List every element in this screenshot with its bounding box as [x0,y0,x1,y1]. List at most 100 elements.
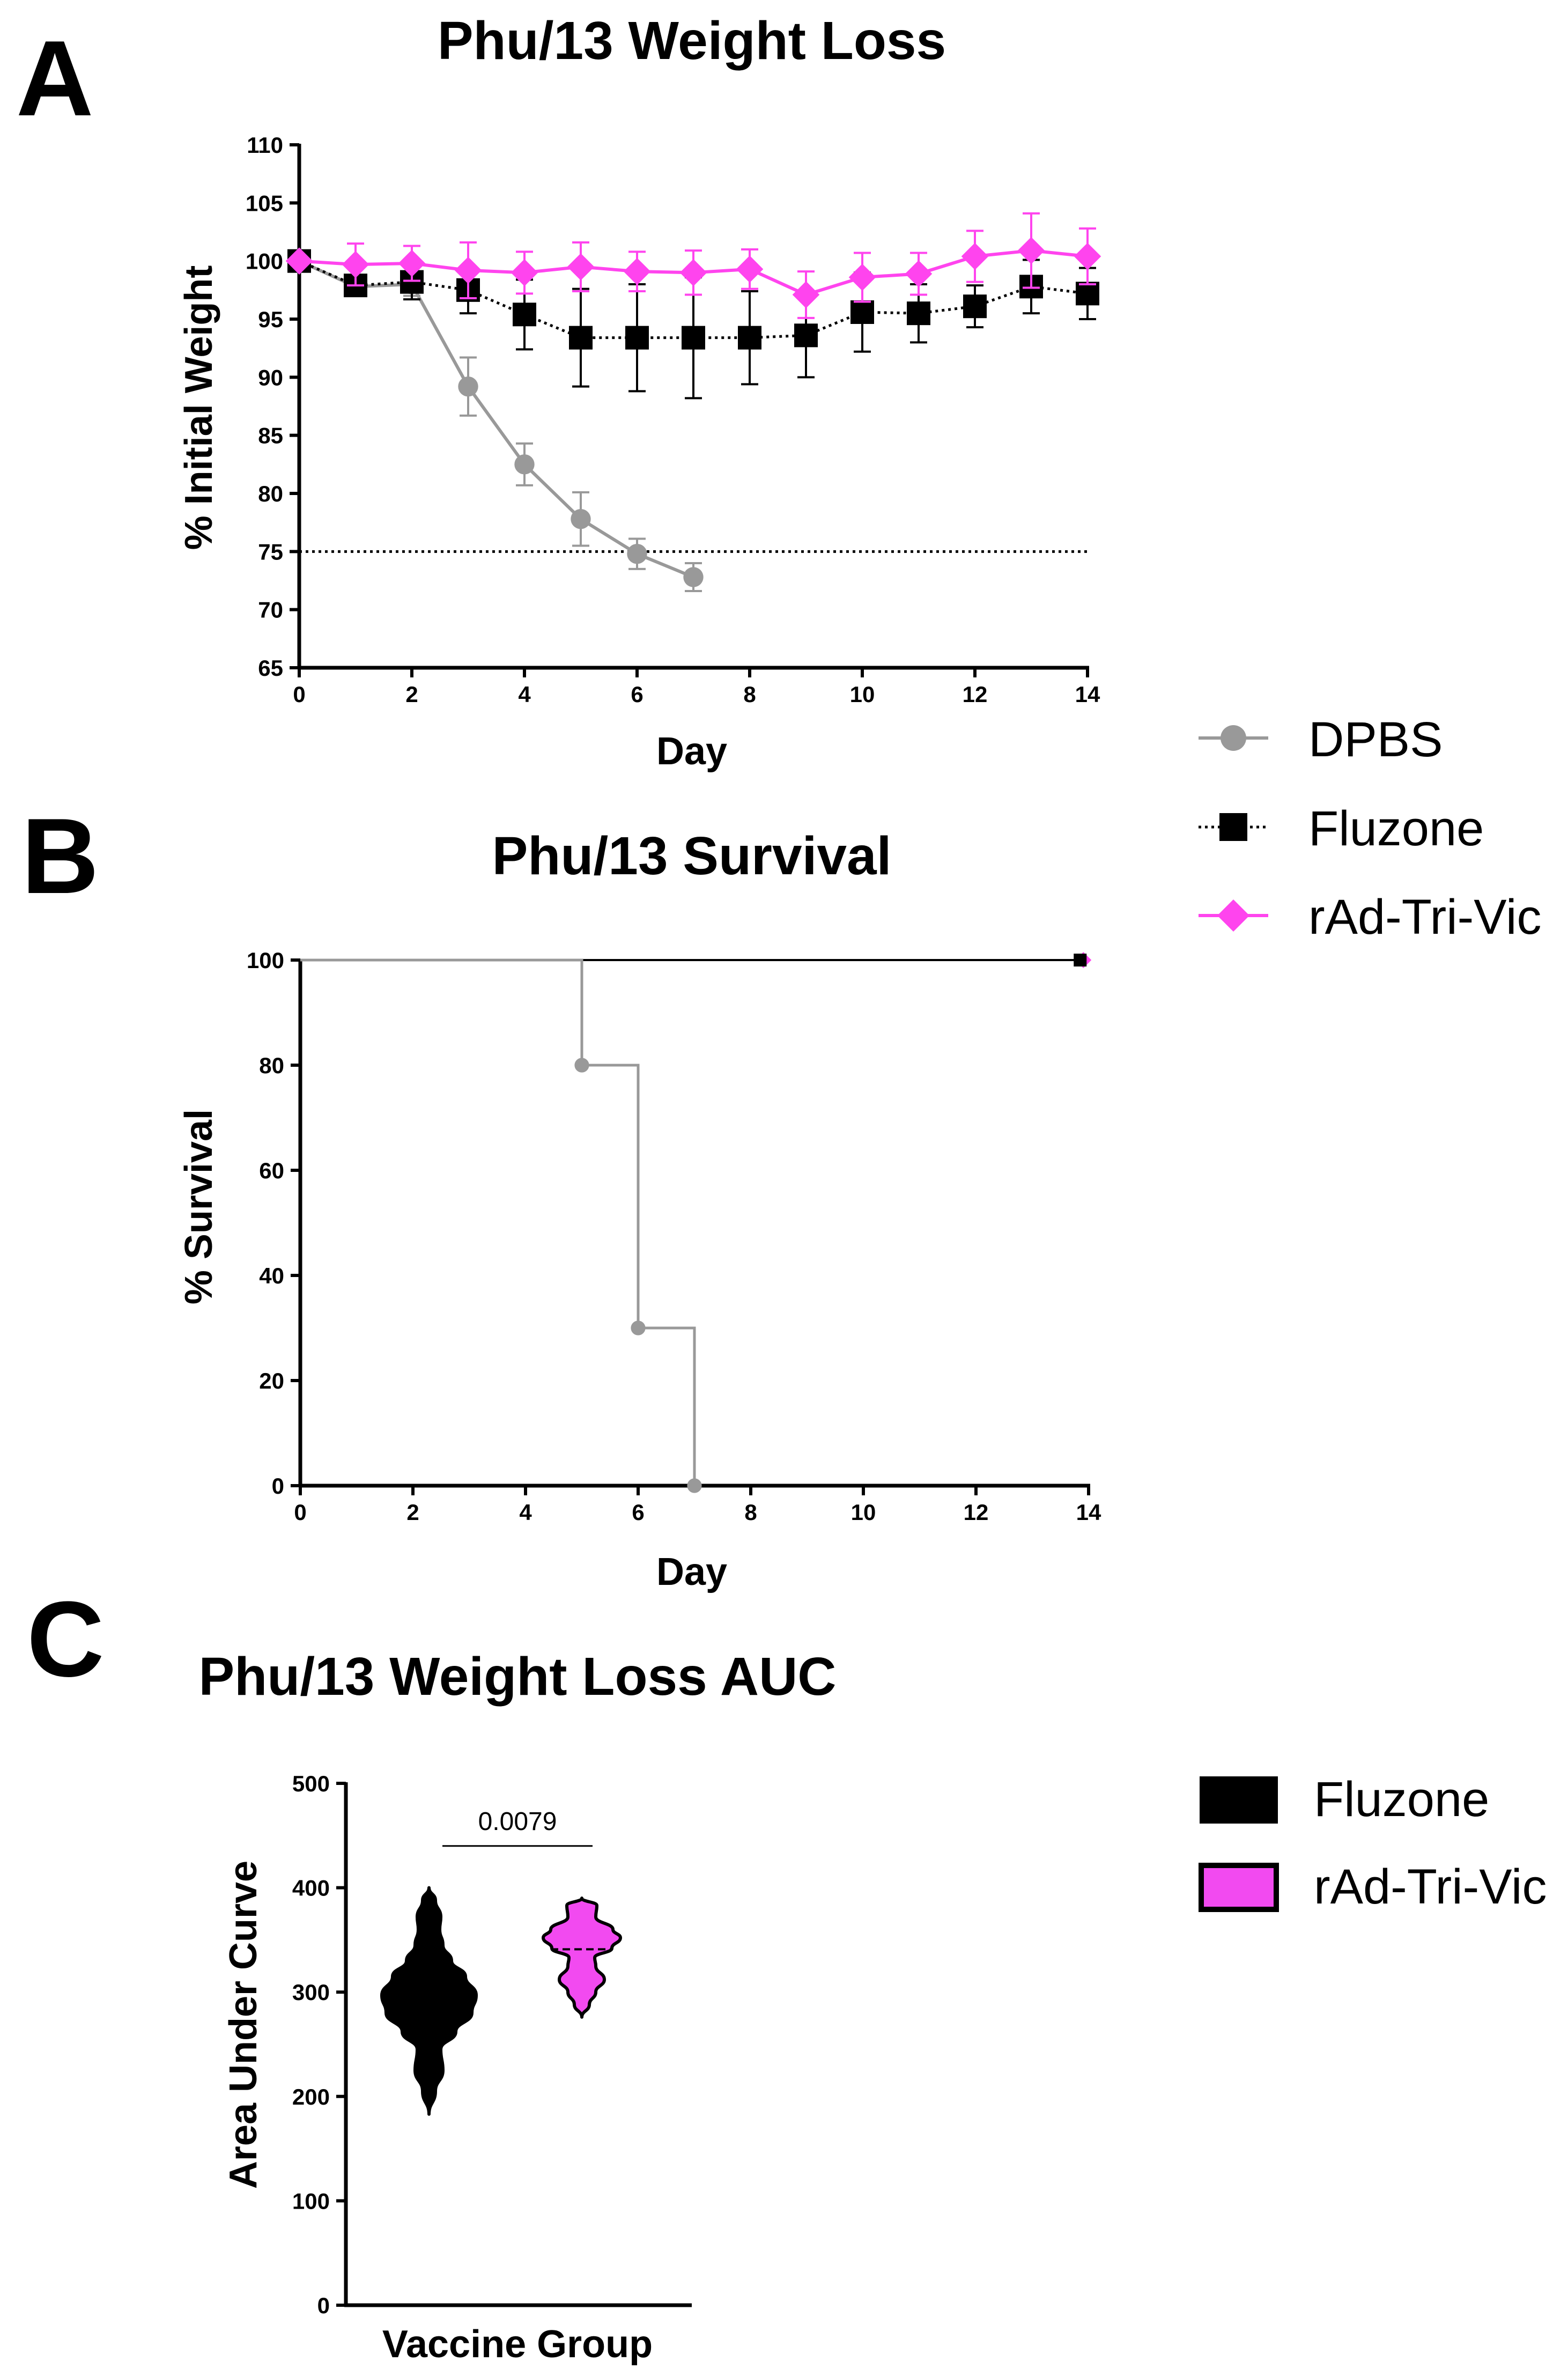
legend-swatch-fluzone [1200,1776,1278,1824]
legend-top: DPBS Fluzone rAd-Tri-Vic [1199,712,1541,945]
y-tick-label: 60 [259,1158,284,1183]
y-tick-label: 100 [246,249,283,274]
chart-c-ylabel: Area Under Curve [222,1861,265,2189]
data-point [514,454,535,475]
survival-point [687,1478,702,1493]
y-tick-label: 105 [246,190,283,216]
legend-item-dpbs: DPBS [1199,712,1443,767]
panel-letter-c: C [27,1580,104,1699]
data-point [1074,242,1101,270]
circle-marker-icon [1221,725,1246,751]
y-tick-label: 200 [292,2084,330,2109]
p-value-annotation: 0.0079 [478,1807,557,1836]
legend-label-fluzone-violin: Fluzone [1314,1772,1489,1827]
data-point [571,508,591,529]
x-tick-label: 12 [964,1500,989,1525]
data-point [342,250,369,278]
data-point [738,326,761,350]
x-tick-label: 8 [743,682,756,707]
panel-letter-b: B [21,796,99,916]
data-point [736,255,764,283]
x-tick-label: 6 [632,1500,644,1525]
data-point [907,301,930,326]
survival-dpbs [300,958,702,1493]
legend-swatch-rad-tri-vic [1199,1863,1279,1912]
survival-point [574,1058,589,1073]
chart-b-ylabel: % Survival [177,1109,220,1304]
x-tick-label: 10 [850,682,875,707]
y-tick-label: 300 [292,1980,330,2005]
legend-item-rad-tri-vic-violin: rAd-Tri-Vic [1199,1860,1547,1914]
y-tick-label: 20 [259,1368,284,1393]
legend-label-rad-tri-vic: rAd-Tri-Vic [1308,890,1541,945]
x-tick-label: 0 [293,682,305,707]
data-point [848,263,876,291]
data-point [569,326,593,350]
square-marker-icon [1219,813,1247,841]
x-tick-label: 4 [518,682,531,707]
data-point [1076,282,1099,306]
legend-item-fluzone-violin: Fluzone [1200,1772,1489,1827]
survival-point [631,1320,646,1335]
y-tick-label: 95 [258,307,283,332]
x-tick-label: 10 [851,1500,876,1525]
survival-step-line [300,958,696,1486]
data-point [850,300,874,324]
chart-a-xlabel: Day [656,730,727,773]
chart-a-plot: 0 2 4 6 8 10 12 14 65 70 75 80 85 90 95 100 105 110 [246,132,1101,707]
series-dpbs [289,250,704,592]
data-point [513,302,536,327]
data-point [511,259,538,286]
x-tick-label: 14 [1076,1500,1101,1525]
x-tick-label: 6 [631,682,643,707]
data-point [794,323,818,348]
series-line [298,259,694,579]
legend-label-rad-tri-vic-violin: rAd-Tri-Vic [1314,1860,1547,1914]
chart-c-title: Phu/13 Weight Loss AUC [198,1647,836,1707]
data-point [963,294,987,319]
series-line [299,260,1088,340]
data-point [679,259,707,286]
x-tick-label: 2 [406,1500,419,1525]
y-tick-label: 100 [292,2188,330,2213]
y-tick-label: 80 [258,481,283,506]
chart-c-xlabel: Vaccine Group [382,2323,653,2366]
legend-item-rad-tri-vic: rAd-Tri-Vic [1199,890,1541,945]
data-point [285,247,313,275]
y-tick-label: 75 [258,539,283,564]
x-tick-label: 8 [744,1500,757,1525]
data-point [961,242,989,270]
x-tick-label: 2 [405,682,418,707]
data-point [792,281,820,308]
violin-rad-tri-vic [542,1897,622,2019]
y-tick-label: 80 [259,1053,284,1078]
chart-c-plot: 0 100 200 300 400 500 0.0079 [292,1771,692,2318]
chart-a-title: Phu/13 Weight Loss [438,11,946,71]
data-point [398,249,426,277]
violin-fluzone [380,1886,478,2116]
chart-b-title: Phu/13 Survival [492,826,892,886]
legend-item-fluzone: Fluzone [1199,801,1484,856]
chart-a-ylabel: % Initial Weight [177,265,220,550]
x-tick-label: 12 [963,682,988,707]
y-tick-label: 85 [258,423,283,448]
chart-b-xlabel: Day [656,1551,727,1593]
data-point [682,326,705,350]
legend-bottom: Fluzone rAd-Tri-Vic [1199,1772,1547,1914]
survival-end-fluzone [1074,954,1087,966]
legend-label-fluzone: Fluzone [1308,801,1484,856]
data-point [567,253,595,281]
y-tick-label: 40 [259,1263,284,1288]
chart-b-plot: 0 2 4 6 8 10 12 14 0 20 40 60 80 100 [247,948,1101,1525]
series-rad-tri-vic [285,212,1101,319]
diamond-marker-icon [1217,899,1249,932]
y-tick-label: 65 [258,655,283,681]
x-tick-label: 4 [519,1500,532,1525]
x-tick-label: 0 [294,1500,306,1525]
data-point [627,543,647,564]
data-point [458,376,478,397]
violin-body [542,1897,622,2019]
y-tick-label: 0 [272,1473,284,1499]
legend-label-dpbs: DPBS [1308,712,1443,767]
